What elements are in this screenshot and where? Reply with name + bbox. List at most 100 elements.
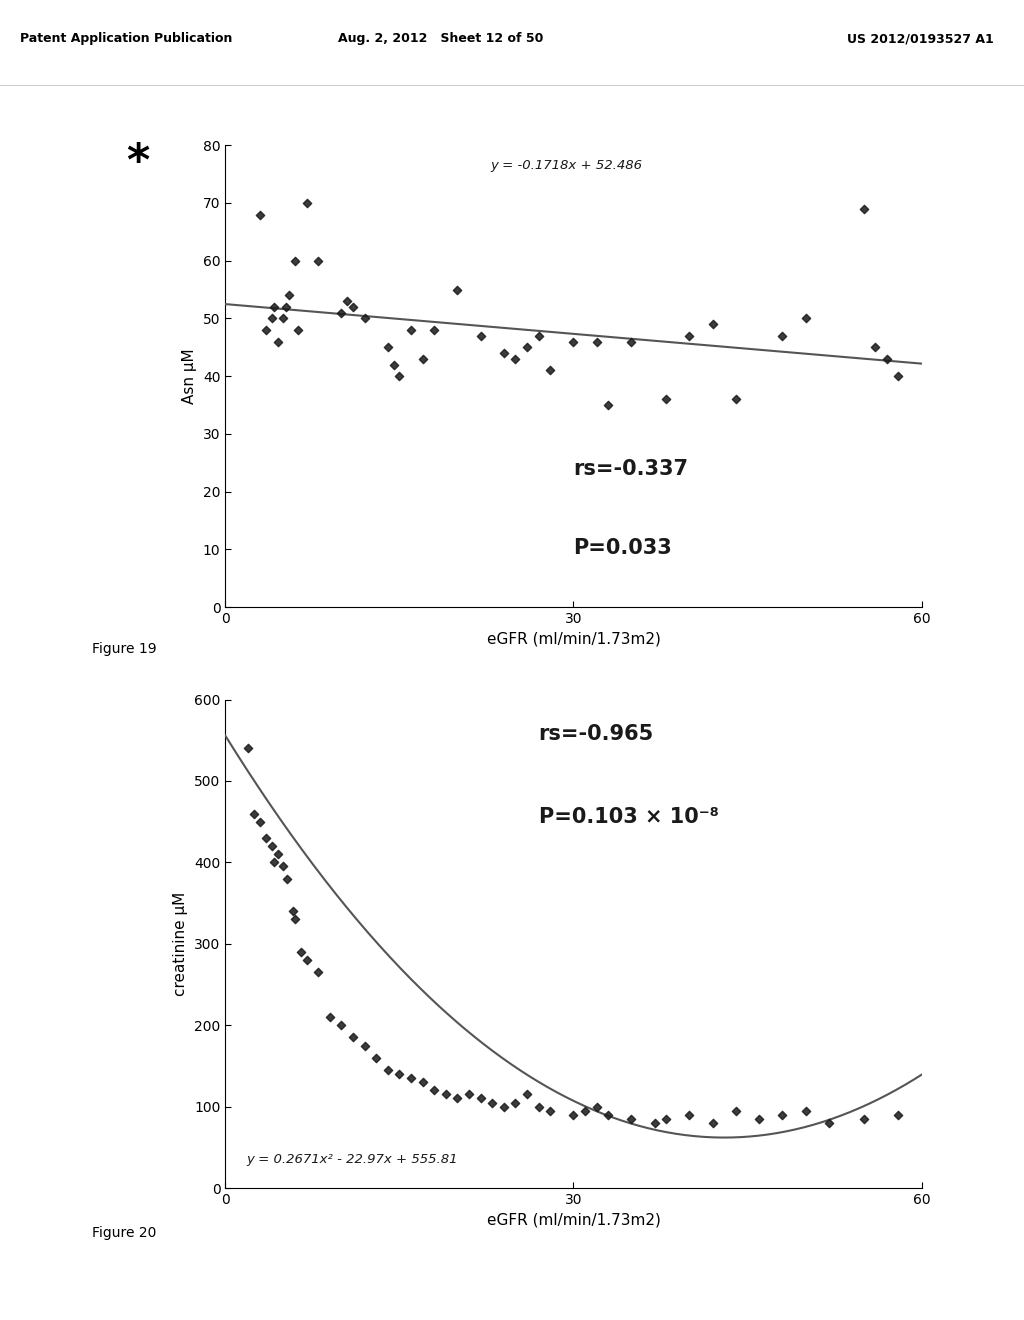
X-axis label: eGFR (ml/min/1.73m2): eGFR (ml/min/1.73m2) bbox=[486, 1212, 660, 1228]
Point bbox=[258, 319, 274, 341]
Point bbox=[820, 1113, 837, 1134]
Point bbox=[577, 1100, 593, 1121]
Point bbox=[855, 1109, 871, 1130]
Point bbox=[798, 1100, 814, 1121]
Point bbox=[345, 1027, 361, 1048]
Point bbox=[589, 331, 605, 352]
Point bbox=[728, 1100, 744, 1121]
Point bbox=[542, 360, 558, 381]
Point bbox=[519, 1084, 536, 1105]
Point bbox=[391, 1064, 408, 1085]
Point bbox=[391, 366, 408, 387]
Point bbox=[310, 962, 327, 983]
Point bbox=[281, 285, 297, 306]
Point bbox=[368, 1047, 384, 1068]
Point bbox=[263, 836, 280, 857]
Point bbox=[681, 325, 697, 346]
Point bbox=[461, 1084, 477, 1105]
Text: US 2012/0193527 A1: US 2012/0193527 A1 bbox=[847, 32, 993, 45]
Y-axis label: creatinine μM: creatinine μM bbox=[173, 892, 188, 995]
Point bbox=[278, 296, 294, 317]
Point bbox=[356, 1035, 373, 1056]
Point bbox=[705, 1113, 721, 1134]
Point bbox=[507, 348, 523, 370]
Point bbox=[658, 1109, 675, 1130]
Point bbox=[345, 296, 361, 317]
Point bbox=[385, 354, 401, 375]
Text: rs=-0.337: rs=-0.337 bbox=[573, 459, 688, 479]
Point bbox=[879, 348, 895, 370]
Point bbox=[258, 828, 274, 849]
Point bbox=[356, 308, 373, 329]
Point bbox=[530, 1096, 547, 1117]
Text: Aug. 2, 2012   Sheet 12 of 50: Aug. 2, 2012 Sheet 12 of 50 bbox=[338, 32, 543, 45]
Point bbox=[646, 1113, 663, 1134]
Y-axis label: Asn μM: Asn μM bbox=[182, 348, 198, 404]
Point bbox=[855, 198, 871, 219]
Point bbox=[728, 388, 744, 409]
Point bbox=[287, 251, 303, 272]
Point bbox=[624, 1109, 640, 1130]
Point bbox=[450, 1088, 466, 1109]
Point bbox=[519, 337, 536, 358]
Point bbox=[426, 319, 442, 341]
Point bbox=[472, 325, 488, 346]
Point bbox=[565, 331, 582, 352]
Point bbox=[890, 366, 906, 387]
Point bbox=[298, 193, 314, 214]
Point bbox=[705, 314, 721, 335]
Point bbox=[252, 810, 268, 833]
Point bbox=[310, 251, 327, 272]
Point bbox=[496, 343, 512, 364]
Point bbox=[426, 1080, 442, 1101]
Point bbox=[600, 395, 616, 416]
Text: P=0.033: P=0.033 bbox=[573, 539, 672, 558]
Point bbox=[450, 279, 466, 300]
Point bbox=[415, 1072, 431, 1093]
Point bbox=[252, 203, 268, 224]
Point bbox=[415, 348, 431, 370]
Point bbox=[322, 1006, 338, 1027]
Point bbox=[266, 851, 283, 873]
Point bbox=[241, 738, 257, 759]
Text: Figure 20: Figure 20 bbox=[92, 1226, 157, 1239]
Point bbox=[266, 296, 283, 317]
X-axis label: eGFR (ml/min/1.73m2): eGFR (ml/min/1.73m2) bbox=[486, 631, 660, 647]
Point bbox=[658, 388, 675, 409]
Point bbox=[565, 1104, 582, 1125]
Point bbox=[437, 1084, 454, 1105]
Point bbox=[285, 900, 301, 921]
Point bbox=[624, 331, 640, 352]
Point bbox=[507, 1092, 523, 1113]
Text: P=0.103 × 10⁻⁸: P=0.103 × 10⁻⁸ bbox=[539, 807, 719, 828]
Point bbox=[589, 1096, 605, 1117]
Point bbox=[339, 290, 355, 312]
Point bbox=[402, 1068, 419, 1089]
Point bbox=[681, 1104, 697, 1125]
Point bbox=[402, 319, 419, 341]
Point bbox=[774, 1104, 791, 1125]
Text: Patent Application Publication: Patent Application Publication bbox=[20, 32, 232, 45]
Point bbox=[472, 1088, 488, 1109]
Point bbox=[867, 337, 884, 358]
Point bbox=[484, 1092, 501, 1113]
Point bbox=[333, 1015, 349, 1036]
Point bbox=[246, 803, 262, 824]
Point bbox=[298, 949, 314, 970]
Point bbox=[380, 1060, 396, 1081]
Point bbox=[269, 843, 286, 865]
Point bbox=[798, 308, 814, 329]
Point bbox=[380, 337, 396, 358]
Point bbox=[290, 319, 306, 341]
Point bbox=[774, 325, 791, 346]
Point bbox=[275, 308, 292, 329]
Point bbox=[530, 325, 547, 346]
Point bbox=[263, 308, 280, 329]
Text: y = -0.1718x + 52.486: y = -0.1718x + 52.486 bbox=[489, 158, 642, 172]
Point bbox=[275, 855, 292, 876]
Point bbox=[269, 331, 286, 352]
Text: rs=-0.965: rs=-0.965 bbox=[539, 723, 654, 744]
Point bbox=[890, 1104, 906, 1125]
Point bbox=[751, 1109, 767, 1130]
Point bbox=[542, 1100, 558, 1121]
